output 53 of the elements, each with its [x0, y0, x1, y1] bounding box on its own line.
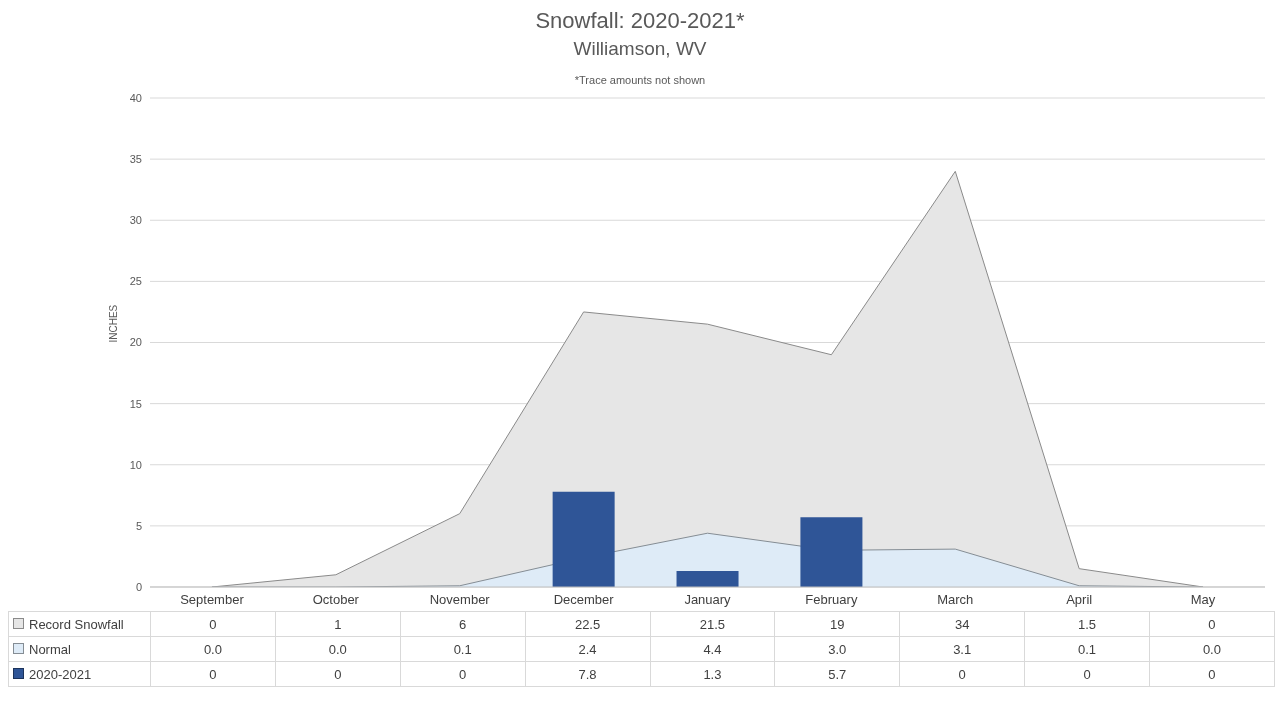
bar	[552, 491, 615, 587]
y-tick-label: 40	[129, 91, 142, 104]
data-label: 5.7	[774, 661, 900, 687]
data-label: 0	[400, 661, 526, 687]
data-label: 0	[1149, 661, 1275, 687]
data-label: 0.1	[400, 636, 526, 662]
x-tick-label: May	[1190, 592, 1216, 608]
data-label: 0	[1024, 661, 1150, 687]
x-tick-label: March	[937, 592, 974, 608]
data-label: 0	[899, 661, 1025, 687]
x-tick-label: October	[312, 592, 360, 608]
data-label: 7.8	[525, 661, 650, 687]
data-label: 21.5	[650, 611, 775, 637]
x-tick-label: February	[805, 592, 858, 608]
y-tick-label: 35	[129, 153, 142, 166]
y-tick-label: 30	[129, 214, 142, 227]
data-label: 6	[400, 611, 526, 637]
x-tick-label: September	[180, 592, 245, 608]
y-tick-label: 10	[129, 458, 142, 471]
data-label: 0.0	[1149, 636, 1275, 662]
text: *Trace amounts not shown	[573, 74, 707, 86]
x-tick-label: November	[429, 592, 491, 608]
x-tick-label: April	[1066, 592, 1093, 608]
data-label: 0	[1149, 611, 1275, 637]
data-label: 0.0	[150, 636, 276, 662]
legend-label: Normal	[8, 636, 151, 662]
y-axis-title: INCHES	[107, 304, 119, 343]
data-label: 1	[275, 611, 401, 637]
chart-title: Snowfall: 2020-2021*	[534, 8, 746, 34]
legend-label: Record Snowfall	[8, 611, 151, 637]
y-tick-label: 5	[135, 519, 142, 532]
bar	[676, 571, 739, 587]
data-label: 34	[899, 611, 1025, 637]
data-label: 4.4	[650, 636, 775, 662]
data-label: 3.1	[899, 636, 1025, 662]
data-label: 0	[275, 661, 401, 687]
data-label: 0.0	[275, 636, 401, 662]
data-label: 19	[774, 611, 900, 637]
y-tick-label: 0	[135, 580, 142, 593]
x-tick-label: January	[684, 592, 732, 608]
data-label: 3.0	[774, 636, 900, 662]
chart-subtitle: Williamson, WV	[572, 38, 708, 60]
data-label: 1.5	[1024, 611, 1150, 637]
legend-label: 2020-2021	[8, 661, 151, 687]
data-label: 0.1	[1024, 636, 1150, 662]
y-tick-label: 20	[129, 336, 142, 349]
data-label: 1.3	[650, 661, 775, 687]
x-tick-label: December	[553, 592, 615, 608]
bar	[800, 517, 863, 587]
y-tick-label: 15	[129, 397, 142, 410]
data-label: 2.4	[525, 636, 650, 662]
y-tick-label: 25	[129, 275, 142, 288]
data-label: 22.5	[525, 611, 650, 637]
